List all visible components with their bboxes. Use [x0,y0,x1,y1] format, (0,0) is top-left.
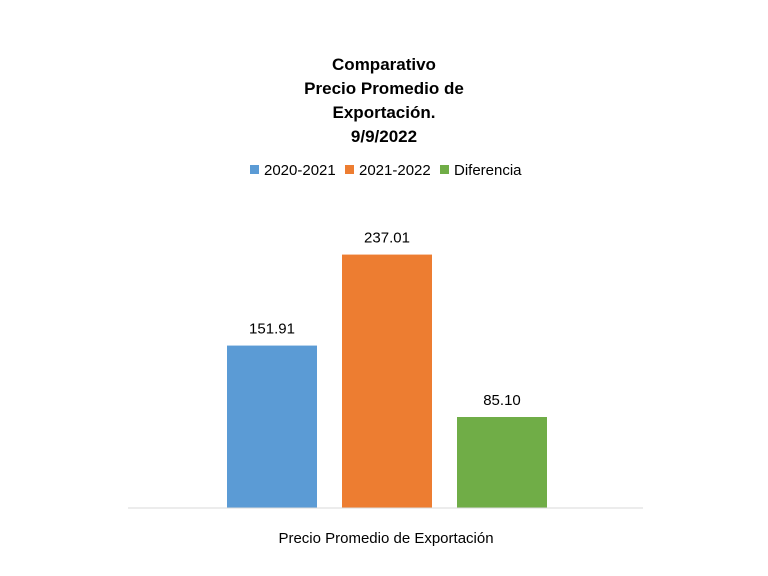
category-label: Precio Promedio de Exportación [278,530,493,547]
data-label-2021-2022: 237.01 [364,230,410,247]
legend-label-2020-2021: 2020-2021 [264,162,336,179]
chart-title: Comparativo Precio Promedio de Exportaci… [304,55,464,146]
bar-diferencia [457,417,547,508]
legend-label-diferencia: Diferencia [454,162,522,179]
legend-label-2021-2022: 2021-2022 [359,162,431,179]
chart-title-line-1: Comparativo [332,55,436,74]
bar-2021-2022 [342,255,432,508]
chart-title-line-3: Exportación. [333,103,436,122]
legend-swatch-diferencia [440,165,449,174]
bar-2020-2021 [227,346,317,508]
bars-layer [227,255,547,508]
chart-title-line-4: 9/9/2022 [351,127,417,146]
legend-swatch-2021-2022 [345,165,354,174]
legend-swatch-2020-2021 [250,165,259,174]
data-label-2020-2021: 151.91 [249,321,295,338]
data-label-diferencia: 85.10 [483,392,521,409]
legend: 2020-2021 2021-2022 Diferencia [250,162,522,179]
chart-title-line-2: Precio Promedio de [304,79,464,98]
